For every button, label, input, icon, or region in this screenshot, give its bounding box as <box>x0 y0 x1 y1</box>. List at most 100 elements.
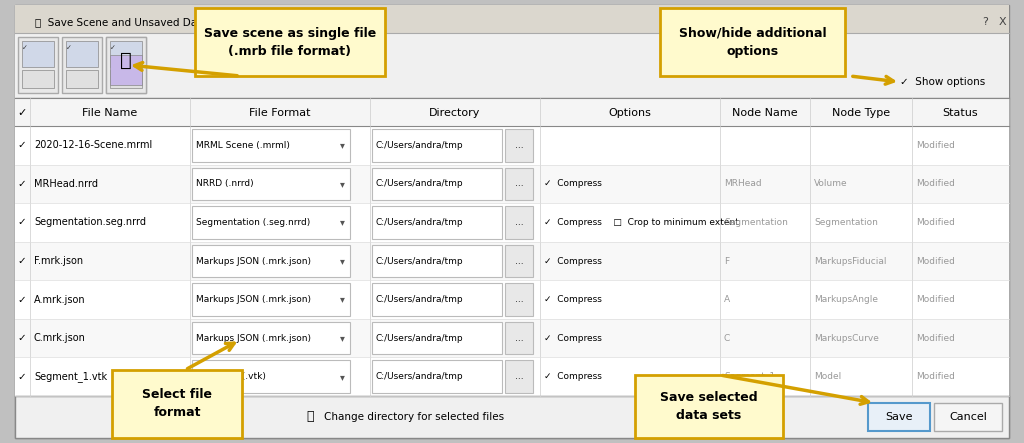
Bar <box>62 37 102 93</box>
Bar <box>193 361 350 393</box>
Text: Modified: Modified <box>916 334 954 342</box>
Text: Markups JSON (.mrk.json): Markups JSON (.mrk.json) <box>196 334 311 342</box>
Text: MarkupsFiducial: MarkupsFiducial <box>814 256 887 265</box>
Text: ✓: ✓ <box>17 179 27 189</box>
Bar <box>15 358 1009 396</box>
Text: ▾: ▾ <box>340 140 344 150</box>
Text: ▾: ▾ <box>340 256 344 266</box>
Text: Segmentation.seg.nrrd: Segmentation.seg.nrrd <box>34 218 146 227</box>
Bar <box>372 167 502 200</box>
Bar <box>15 33 1009 98</box>
Text: ▾: ▾ <box>340 179 344 189</box>
Text: Change directory for selected files: Change directory for selected files <box>324 412 504 422</box>
Text: Poly Data (.vtk): Poly Data (.vtk) <box>196 372 266 381</box>
Text: C.mrk.json: C.mrk.json <box>34 333 86 343</box>
Text: MRHead: MRHead <box>724 179 762 188</box>
Text: Save scene as single file
(.mrb file format): Save scene as single file (.mrb file for… <box>204 27 376 58</box>
Bar <box>372 206 502 239</box>
Text: ...: ... <box>515 256 523 265</box>
Bar <box>112 370 242 438</box>
Bar <box>372 283 502 316</box>
Text: Modified: Modified <box>916 372 954 381</box>
Bar <box>15 98 1009 396</box>
Text: ✓: ✓ <box>17 333 27 343</box>
Text: MRHead.nrrd: MRHead.nrrd <box>34 179 98 189</box>
Text: Segmentation: Segmentation <box>814 218 878 227</box>
Bar <box>15 242 1009 280</box>
Text: ▾: ▾ <box>340 218 344 227</box>
Text: Modified: Modified <box>916 141 954 150</box>
Text: Node Name: Node Name <box>732 108 798 118</box>
Text: ▾: ▾ <box>340 372 344 382</box>
Text: Modified: Modified <box>916 295 954 304</box>
Text: ✓: ✓ <box>17 372 27 382</box>
Text: Options: Options <box>608 108 651 118</box>
Bar <box>66 70 98 88</box>
Text: ✓: ✓ <box>17 218 27 227</box>
Text: C:/Users/andra/tmp: C:/Users/andra/tmp <box>376 372 464 381</box>
Bar <box>372 129 502 162</box>
Text: ✓: ✓ <box>17 140 27 150</box>
Text: ▾: ▾ <box>340 333 344 343</box>
Bar <box>505 322 534 354</box>
Bar <box>193 283 350 316</box>
Bar <box>18 37 58 93</box>
Bar <box>635 375 783 438</box>
Bar <box>193 167 350 200</box>
Bar <box>372 322 502 354</box>
Bar <box>22 70 54 88</box>
Text: F.mrk.json: F.mrk.json <box>34 256 83 266</box>
Text: ...: ... <box>515 295 523 304</box>
Text: Node Type: Node Type <box>831 108 890 118</box>
Bar <box>106 37 146 93</box>
Bar <box>505 167 534 200</box>
Bar <box>106 37 146 93</box>
Text: C:/Users/andra/tmp: C:/Users/andra/tmp <box>376 218 464 227</box>
Text: ...: ... <box>515 179 523 188</box>
Text: ✓  Compress: ✓ Compress <box>544 372 602 381</box>
Text: ✓: ✓ <box>17 256 27 266</box>
Text: File Name: File Name <box>82 108 137 118</box>
Text: 🎁: 🎁 <box>120 51 132 70</box>
Bar <box>66 41 98 67</box>
Text: C:/Users/andra/tmp: C:/Users/andra/tmp <box>376 295 464 304</box>
Text: MarkupsCurve: MarkupsCurve <box>814 334 879 342</box>
Text: File Format: File Format <box>249 108 310 118</box>
Text: ✓: ✓ <box>23 45 28 51</box>
Text: Model: Model <box>814 372 842 381</box>
Bar <box>110 55 142 85</box>
Text: C:/Users/andra/tmp: C:/Users/andra/tmp <box>376 256 464 265</box>
Text: Segmentation: Segmentation <box>724 218 787 227</box>
Bar <box>15 396 1009 438</box>
Text: Segment_1.vtk: Segment_1.vtk <box>34 371 108 382</box>
Bar <box>15 98 1009 126</box>
Bar <box>110 70 142 88</box>
Text: ...: ... <box>515 372 523 381</box>
Bar <box>505 361 534 393</box>
Text: ✓  Compress: ✓ Compress <box>544 256 602 265</box>
Text: X: X <box>998 17 1006 27</box>
Bar <box>193 322 350 354</box>
Bar <box>195 8 385 76</box>
Bar <box>15 126 1009 164</box>
Text: A: A <box>724 295 730 304</box>
Text: ▾: ▾ <box>340 295 344 305</box>
Text: Save selected
data sets: Save selected data sets <box>660 391 758 422</box>
Bar <box>505 245 534 277</box>
Text: Volume: Volume <box>814 179 848 188</box>
Text: Select file
format: Select file format <box>142 389 212 420</box>
Text: MRML Scene (.mrml): MRML Scene (.mrml) <box>196 141 290 150</box>
Text: 📁: 📁 <box>306 411 313 424</box>
Text: Cancel: Cancel <box>949 412 987 422</box>
Bar <box>15 319 1009 358</box>
Text: Markups JSON (.mrk.json): Markups JSON (.mrk.json) <box>196 256 311 265</box>
Text: ✓  Compress: ✓ Compress <box>544 179 602 188</box>
Text: Show/hide additional
options: Show/hide additional options <box>679 27 826 58</box>
Text: A.mrk.json: A.mrk.json <box>34 295 86 305</box>
Bar <box>660 8 845 76</box>
Bar <box>15 280 1009 319</box>
Text: C:/Users/andra/tmp: C:/Users/andra/tmp <box>376 334 464 342</box>
Text: 💾  Save Scene and Unsaved Data: 💾 Save Scene and Unsaved Data <box>35 17 208 27</box>
Text: C:/Users/andra/tmp: C:/Users/andra/tmp <box>376 179 464 188</box>
Text: Save: Save <box>886 412 912 422</box>
